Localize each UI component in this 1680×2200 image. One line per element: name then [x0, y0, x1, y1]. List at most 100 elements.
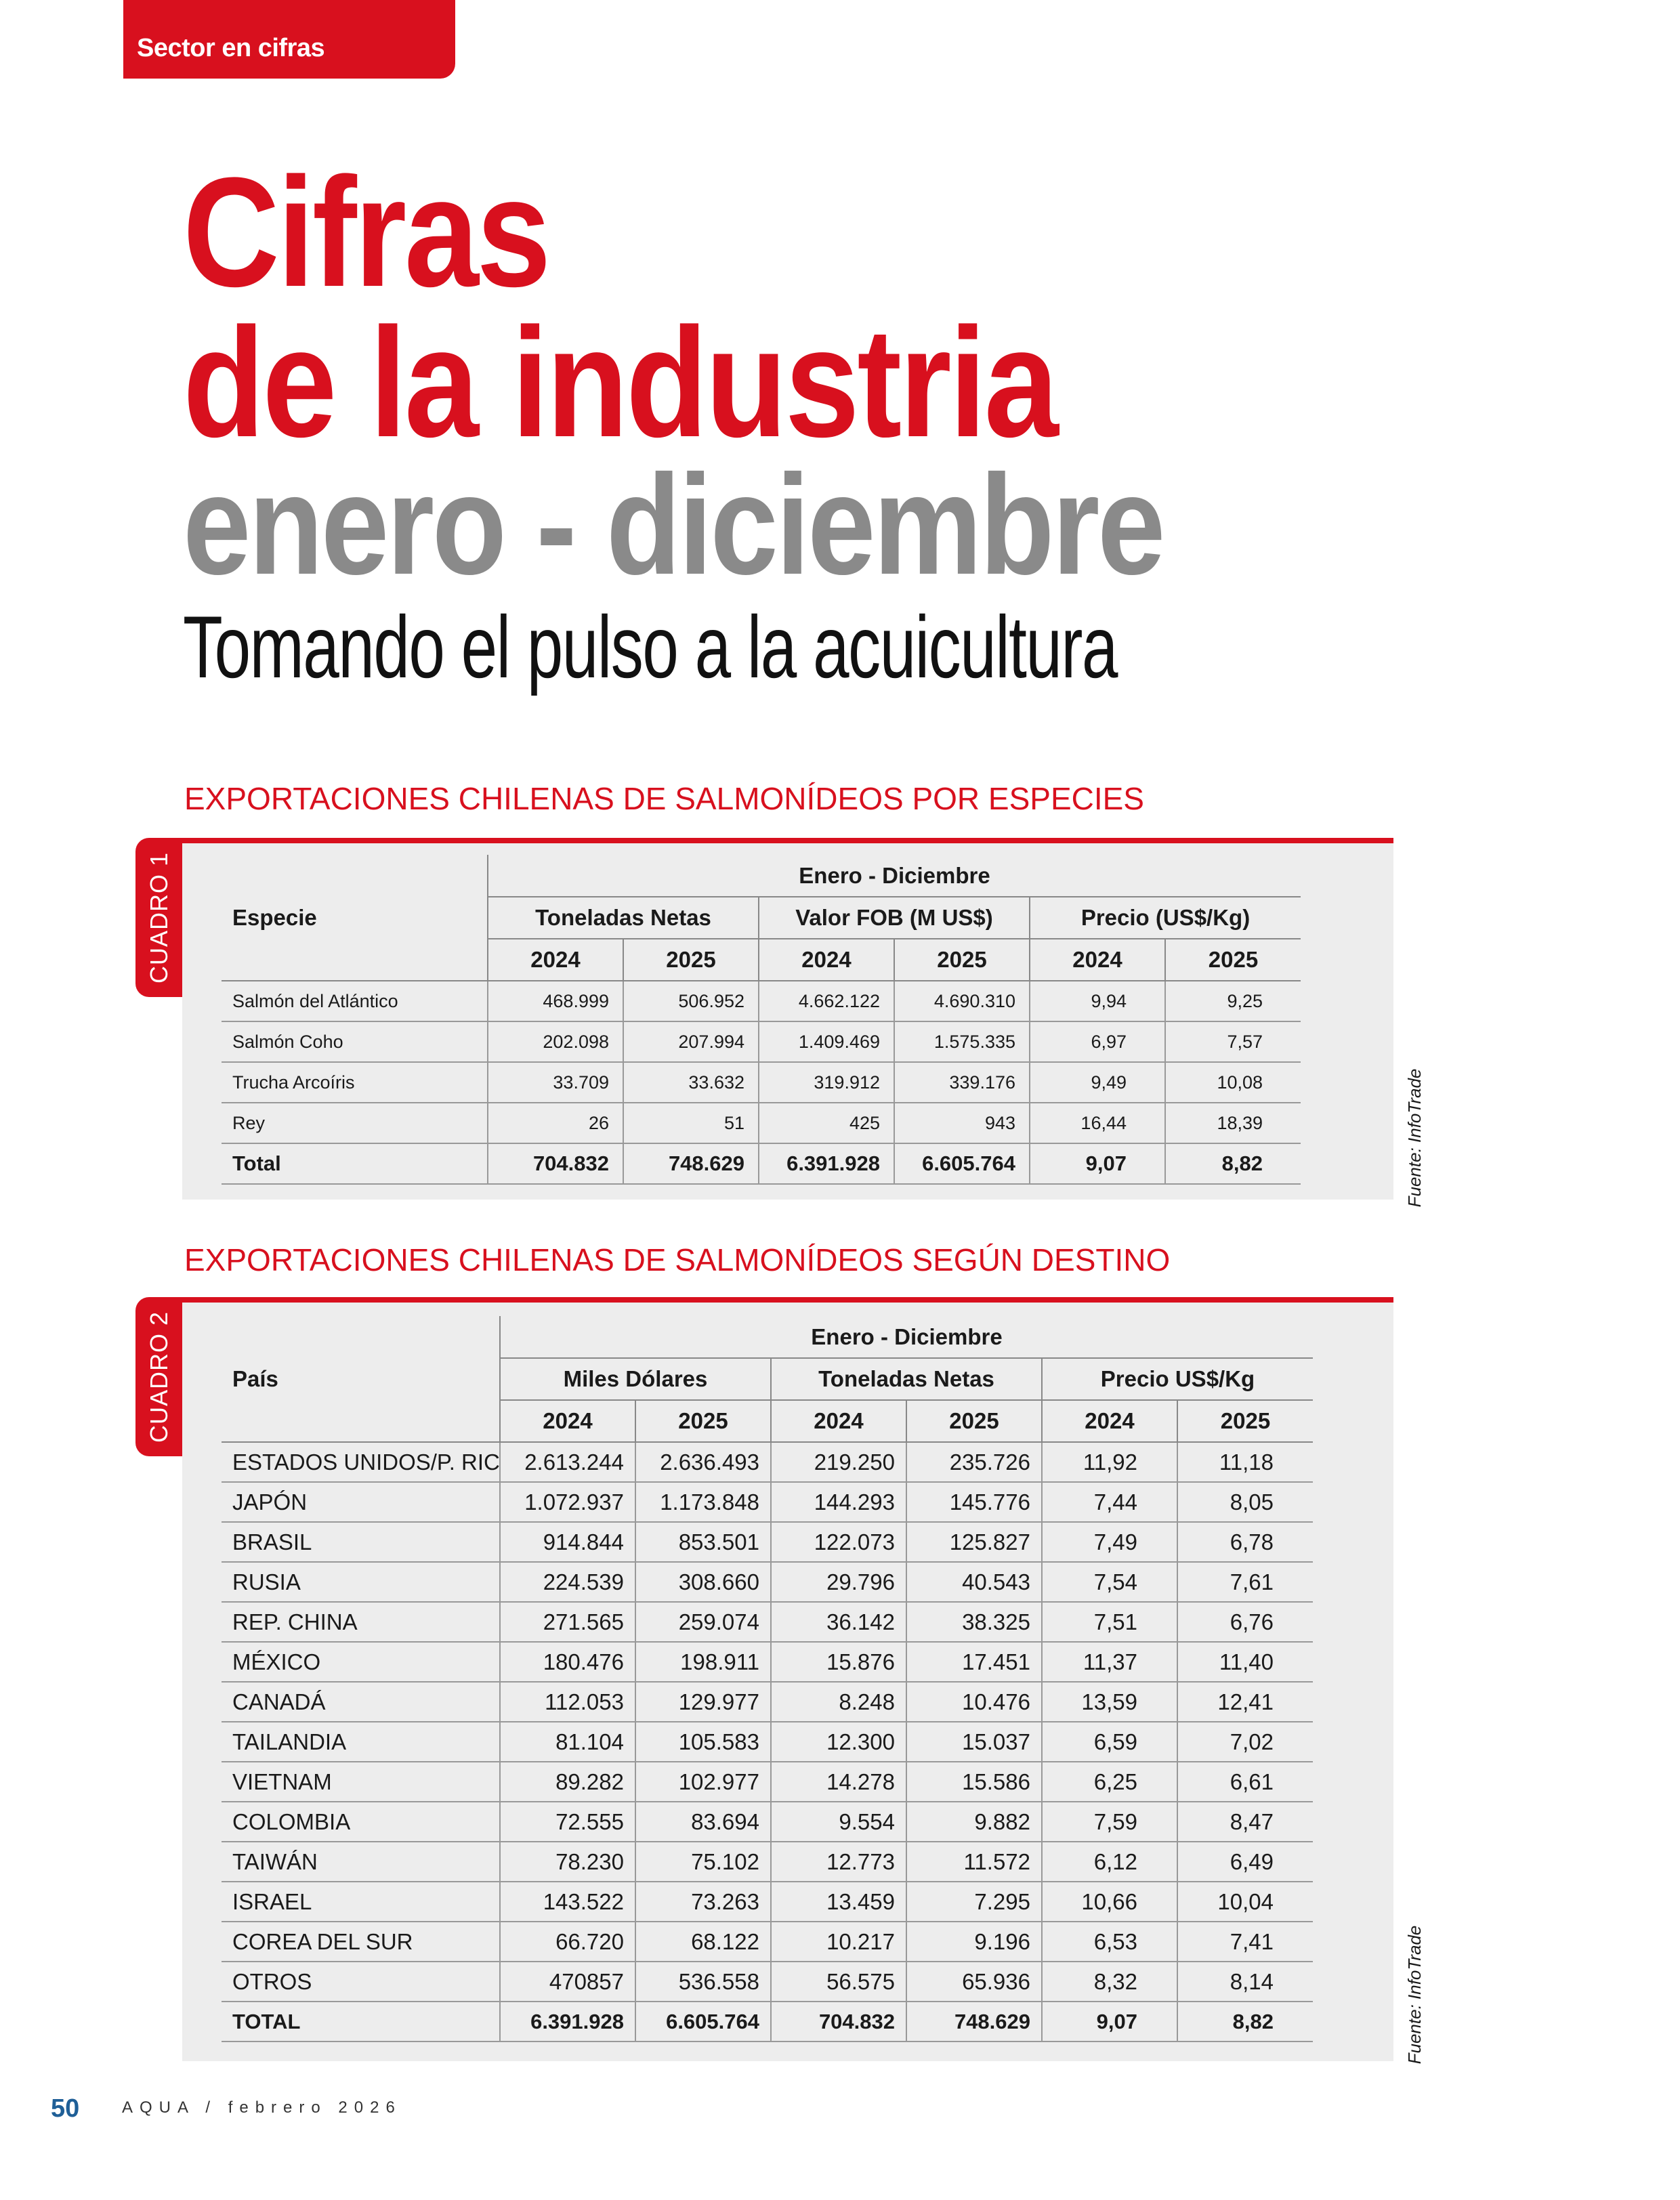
- cell-value: 6,53: [1041, 1922, 1177, 1962]
- cell-value: 6,25: [1041, 1762, 1177, 1802]
- page-number: 50: [51, 2094, 80, 2123]
- cell-value: 13.459: [770, 1882, 906, 1922]
- cell-value: 102.977: [635, 1762, 771, 1802]
- publication: AQUA / febrero 2026: [122, 2098, 402, 2117]
- cell-value: 15.586: [906, 1762, 1042, 1802]
- cell-value: 748.629: [623, 1143, 759, 1185]
- cell-value: 10,04: [1176, 1882, 1314, 1922]
- cell-value: 259.074: [635, 1602, 771, 1643]
- source-note: Fuente: InfoTrade: [1404, 1925, 1425, 2065]
- cell-value: 853.501: [635, 1522, 771, 1563]
- row-name: OTROS: [222, 1962, 500, 2002]
- cell-value: 66.720: [499, 1922, 635, 1962]
- cell-value: 180.476: [499, 1642, 635, 1683]
- row-name: JAPÓN: [222, 1482, 500, 1523]
- cell-value: 29.796: [770, 1562, 906, 1603]
- cell-value: 78.230: [499, 1842, 635, 1882]
- data-table: País Enero - Diciembre Miles Dólares Tonela…: [222, 1316, 1314, 2042]
- cell-value: 943: [894, 1103, 1030, 1144]
- cell-value: 17.451: [906, 1642, 1042, 1683]
- cell-value: 11,18: [1176, 1442, 1314, 1483]
- table-tab: CUADRO 1: [135, 838, 182, 997]
- header-row: Toneladas Netas Valor FOB (M US$) Precio (…: [222, 897, 1301, 939]
- cell-value: 8,32: [1041, 1962, 1177, 2002]
- section-heading: EXPORTACIONES CHILENAS DE SALMONÍDEOS PO…: [184, 781, 1144, 816]
- data-row: Trucha Arcoíris 33.709 33.632 319.912 339.17…: [222, 1062, 1301, 1103]
- cell-value: 468.999: [487, 981, 623, 1022]
- cell-value: 308.660: [635, 1562, 771, 1603]
- cell-value: 8,05: [1176, 1482, 1314, 1523]
- cell-value: 6,59: [1041, 1722, 1177, 1762]
- cell-value: 235.726: [906, 1442, 1042, 1483]
- cell-value: 51: [623, 1103, 759, 1144]
- source-note: Fuente: InfoTrade: [1404, 1068, 1425, 1208]
- cell-value: 26: [487, 1103, 623, 1144]
- table-tab: CUADRO 2: [135, 1297, 182, 1456]
- period-header: Enero - Diciembre: [486, 855, 1301, 897]
- row-name: MÉXICO: [222, 1642, 500, 1683]
- cell-value: 7,49: [1041, 1522, 1177, 1563]
- data-row: ESTADOS UNIDOS/P. RICO 2.613.244 2.636.493…: [222, 1442, 1314, 1483]
- cell-value: 2.636.493: [635, 1442, 771, 1483]
- title-line: de la industria: [183, 295, 1059, 469]
- cell-value: 11,40: [1176, 1642, 1314, 1683]
- header-row: Especie Enero - Diciembre: [222, 855, 1301, 981]
- cell-value: 12,41: [1176, 1682, 1314, 1722]
- cell-value: 271.565: [499, 1602, 635, 1643]
- row-name: RUSIA: [222, 1562, 500, 1603]
- cell-value: 7,54: [1041, 1562, 1177, 1603]
- header-row: Miles Dólares Toneladas Netas Precio US$/K…: [222, 1358, 1314, 1401]
- cell-value: 9.196: [906, 1922, 1042, 1962]
- data-row: MÉXICO 180.476 198.911 15.876 17.451 11,37 11,…: [222, 1642, 1314, 1683]
- row-name: TAIWÁN: [222, 1842, 500, 1882]
- cell-value: 470857: [499, 1962, 635, 2002]
- group-header: Miles Dólares: [499, 1358, 771, 1401]
- data-row: Rey 26 51 425 943 16,44 18,39: [222, 1103, 1301, 1144]
- cell-value: 8.248: [770, 1682, 906, 1722]
- cell-value: 536.558: [635, 1962, 771, 2002]
- row-name: ESTADOS UNIDOS/P. RICO: [222, 1442, 500, 1483]
- cell-value: 125.827: [906, 1522, 1042, 1563]
- cell-value: 10.217: [770, 1922, 906, 1962]
- data-table: Especie Enero - Diciembre Toneladas Netas V…: [222, 855, 1301, 1185]
- cell-value: 38.325: [906, 1602, 1042, 1643]
- header-row: 2024 2025 2024 2025 2024 2025: [222, 939, 1301, 981]
- cell-value: 207.994: [623, 1021, 759, 1063]
- year-header: 2025: [635, 1400, 771, 1443]
- data-row: TAIWÁN 78.230 75.102 12.773 11.572 6,12 6,49: [222, 1842, 1314, 1882]
- data-row: Salmón del Atlántico 468.999 506.952 4.662.…: [222, 981, 1301, 1022]
- cell-value: 224.539: [499, 1562, 635, 1603]
- header-row: 2024 2025 2024 2025 2024 2025: [222, 1400, 1314, 1443]
- cell-value: 6,76: [1176, 1602, 1314, 1643]
- red-rule: [182, 1297, 1393, 1303]
- row-name: TAILANDIA: [222, 1722, 500, 1762]
- group-header: Precio (US$/Kg): [1028, 897, 1301, 939]
- data-row: Salmón Coho 202.098 207.994 1.409.469 1.575.…: [222, 1021, 1301, 1063]
- cell-value: 83.694: [635, 1802, 771, 1842]
- cell-value: 16,44: [1029, 1103, 1165, 1144]
- cell-value: 6,12: [1041, 1842, 1177, 1882]
- cell-value: 914.844: [499, 1522, 635, 1563]
- cell-value: 6.605.764: [635, 2002, 771, 2042]
- cell-value: 7,59: [1041, 1802, 1177, 1842]
- cell-value: 10.476: [906, 1682, 1042, 1722]
- title-line: Cifras: [183, 145, 551, 319]
- data-row: OTROS 470857 536.558 56.575 65.936 8,32 8,14: [222, 1962, 1314, 2002]
- cell-value: 704.832: [770, 2002, 906, 2042]
- year-header: 2025: [1176, 1400, 1314, 1443]
- cell-value: 8,82: [1176, 2002, 1314, 2042]
- cell-value: 1.575.335: [894, 1021, 1030, 1063]
- cell-value: 9,25: [1164, 981, 1301, 1022]
- cell-value: 33.632: [623, 1062, 759, 1103]
- row-name: Salmón Coho: [222, 1021, 488, 1063]
- group-header: Valor FOB (M US$): [758, 897, 1030, 939]
- table-label: CUADRO 2: [144, 1311, 173, 1443]
- cell-value: 7,61: [1176, 1562, 1314, 1603]
- row-name: Salmón del Atlántico: [222, 981, 488, 1022]
- cell-value: 339.176: [894, 1062, 1030, 1103]
- cell-value: 10,08: [1164, 1062, 1301, 1103]
- cell-value: 12.773: [770, 1842, 906, 1882]
- cell-value: 8,47: [1176, 1802, 1314, 1842]
- year-header: 2025: [894, 939, 1030, 981]
- row-name: TOTAL: [222, 2002, 500, 2042]
